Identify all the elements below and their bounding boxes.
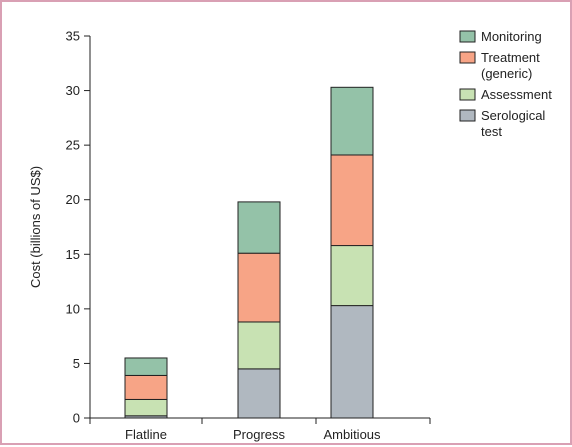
y-tick-label: 25 — [66, 138, 80, 153]
bar-segment — [330, 86, 374, 156]
bar-segment — [124, 357, 168, 376]
bar-segment — [330, 305, 374, 419]
x-category-label: Flatline — [125, 427, 167, 442]
y-tick-label: 10 — [66, 301, 80, 316]
bar-segment — [330, 245, 374, 307]
y-tick-label: 20 — [66, 192, 80, 207]
y-tick-label: 0 — [73, 411, 80, 426]
bar-segment — [124, 398, 168, 417]
legend-entry: Serological test — [481, 108, 545, 139]
legend-entry: Assessment — [481, 87, 552, 102]
bar-segment — [330, 154, 374, 247]
bar-segment — [237, 201, 281, 254]
bar-segment — [237, 368, 281, 419]
legend-entry: Monitoring — [481, 29, 542, 44]
bar-segment — [237, 321, 281, 370]
legend-swatch — [459, 88, 476, 101]
legend-entry: Treatment (generic) — [481, 50, 540, 81]
y-tick-label: 15 — [66, 247, 80, 262]
legend-swatch — [459, 51, 476, 64]
y-tick-label: 30 — [66, 83, 80, 98]
legend-swatch — [459, 30, 476, 43]
y-tick-label: 5 — [73, 356, 80, 371]
x-category-label: Progress — [233, 427, 286, 442]
bar-segment — [237, 252, 281, 323]
legend-swatch — [459, 109, 476, 122]
bar-segment — [124, 374, 168, 400]
x-category-label: Ambitious — [323, 427, 381, 442]
y-axis-title: Cost (billions of US$) — [28, 166, 43, 288]
y-tick-label: 35 — [66, 29, 80, 44]
